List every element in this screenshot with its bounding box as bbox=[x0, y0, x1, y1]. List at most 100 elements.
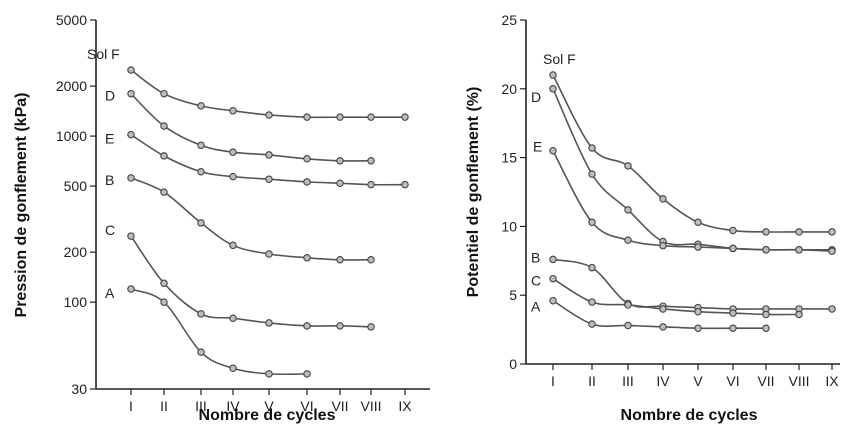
data-point bbox=[265, 370, 273, 378]
data-point bbox=[229, 148, 237, 156]
data-point bbox=[197, 141, 205, 150]
data-point bbox=[549, 146, 557, 155]
data-point bbox=[336, 179, 344, 187]
series-label: B bbox=[105, 172, 114, 188]
data-point bbox=[265, 151, 273, 159]
data-point bbox=[127, 232, 135, 240]
y-tick-label: 2000 bbox=[56, 78, 87, 94]
data-point bbox=[624, 206, 632, 214]
series-label: D bbox=[105, 88, 115, 104]
x-axis-title: Nombre de cycles bbox=[621, 407, 758, 424]
series-label: E bbox=[533, 139, 542, 155]
x-tick-label: V bbox=[264, 398, 274, 414]
x-tick-label: I bbox=[551, 373, 555, 389]
data-point bbox=[127, 130, 135, 139]
data-point bbox=[588, 263, 596, 272]
data-point bbox=[588, 144, 596, 152]
data-point bbox=[762, 324, 770, 332]
data-point bbox=[303, 370, 311, 378]
data-point bbox=[197, 167, 205, 176]
data-point bbox=[624, 301, 632, 309]
data-point bbox=[229, 172, 237, 181]
data-point bbox=[588, 170, 596, 178]
data-point bbox=[367, 256, 375, 264]
data-point bbox=[729, 226, 737, 235]
data-point bbox=[303, 178, 311, 186]
y-tick-label: 30 bbox=[71, 381, 87, 397]
data-point bbox=[229, 364, 237, 373]
y-tick-label: 15 bbox=[501, 150, 517, 166]
data-point bbox=[729, 309, 737, 317]
y-tick-label: 100 bbox=[64, 294, 88, 310]
data-point bbox=[624, 236, 632, 244]
data-point bbox=[303, 322, 311, 330]
data-point bbox=[336, 322, 344, 330]
x-tick-label: III bbox=[195, 398, 207, 414]
data-point bbox=[367, 323, 375, 331]
data-point bbox=[694, 307, 702, 316]
data-point bbox=[229, 241, 237, 250]
series-label: D bbox=[531, 89, 541, 105]
series-label: A bbox=[105, 285, 115, 301]
data-point bbox=[127, 174, 135, 182]
x-tick-label: VII bbox=[331, 398, 348, 414]
data-point bbox=[197, 348, 205, 356]
data-point bbox=[265, 250, 273, 258]
data-point bbox=[762, 310, 770, 319]
data-point bbox=[367, 113, 375, 121]
x-tick-label: VIII bbox=[360, 398, 381, 414]
y-tick-label: 200 bbox=[64, 244, 88, 260]
data-point bbox=[795, 246, 803, 254]
y-tick-label: 20 bbox=[501, 81, 517, 97]
data-point bbox=[694, 243, 702, 251]
series-label: E bbox=[105, 131, 114, 147]
data-point bbox=[367, 157, 375, 165]
x-tick-label: I bbox=[129, 398, 133, 414]
y-tick-label: 500 bbox=[64, 178, 88, 194]
x-tick-label: IV bbox=[656, 373, 670, 389]
x-tick-label: VIII bbox=[788, 373, 809, 389]
data-point bbox=[659, 241, 667, 250]
y-axis-title: Pression de gonflement (kPa) bbox=[13, 93, 30, 318]
data-point bbox=[401, 113, 409, 121]
data-point bbox=[265, 111, 273, 119]
data-point bbox=[549, 71, 557, 79]
y-axis-title: Potentiel de gonflement (%) bbox=[465, 87, 482, 298]
series-line-sol-f bbox=[130, 69, 405, 119]
data-point bbox=[729, 244, 737, 253]
data-point bbox=[659, 305, 667, 313]
y-tick-label: 0 bbox=[509, 356, 517, 372]
data-point bbox=[160, 188, 168, 196]
data-point bbox=[549, 85, 557, 93]
data-point bbox=[160, 89, 168, 98]
y-tick-label: 5 bbox=[509, 287, 517, 303]
series-line-a bbox=[130, 288, 308, 376]
data-point bbox=[549, 255, 557, 264]
data-point bbox=[694, 218, 702, 227]
series-label: B bbox=[531, 249, 540, 265]
data-point bbox=[549, 296, 557, 305]
data-point bbox=[160, 279, 168, 287]
data-point bbox=[265, 319, 273, 327]
data-point bbox=[694, 324, 702, 332]
y-tick-label: 5000 bbox=[56, 12, 87, 28]
series-label: A bbox=[531, 299, 541, 315]
x-axis-title: Nombre de cycles bbox=[199, 407, 336, 424]
data-point bbox=[762, 228, 770, 236]
data-point bbox=[795, 228, 803, 236]
x-tick-label: IX bbox=[825, 373, 839, 389]
series-label: C bbox=[531, 273, 541, 289]
data-point bbox=[336, 256, 344, 264]
x-tick-label: IX bbox=[398, 398, 412, 414]
data-point bbox=[762, 246, 770, 254]
data-point bbox=[588, 298, 596, 306]
x-tick-label: IV bbox=[226, 398, 240, 414]
data-point bbox=[588, 320, 596, 328]
data-point bbox=[229, 107, 237, 115]
data-point bbox=[795, 310, 803, 319]
series-line-sol-f bbox=[552, 74, 832, 233]
data-point bbox=[160, 122, 168, 130]
data-point bbox=[336, 113, 344, 121]
